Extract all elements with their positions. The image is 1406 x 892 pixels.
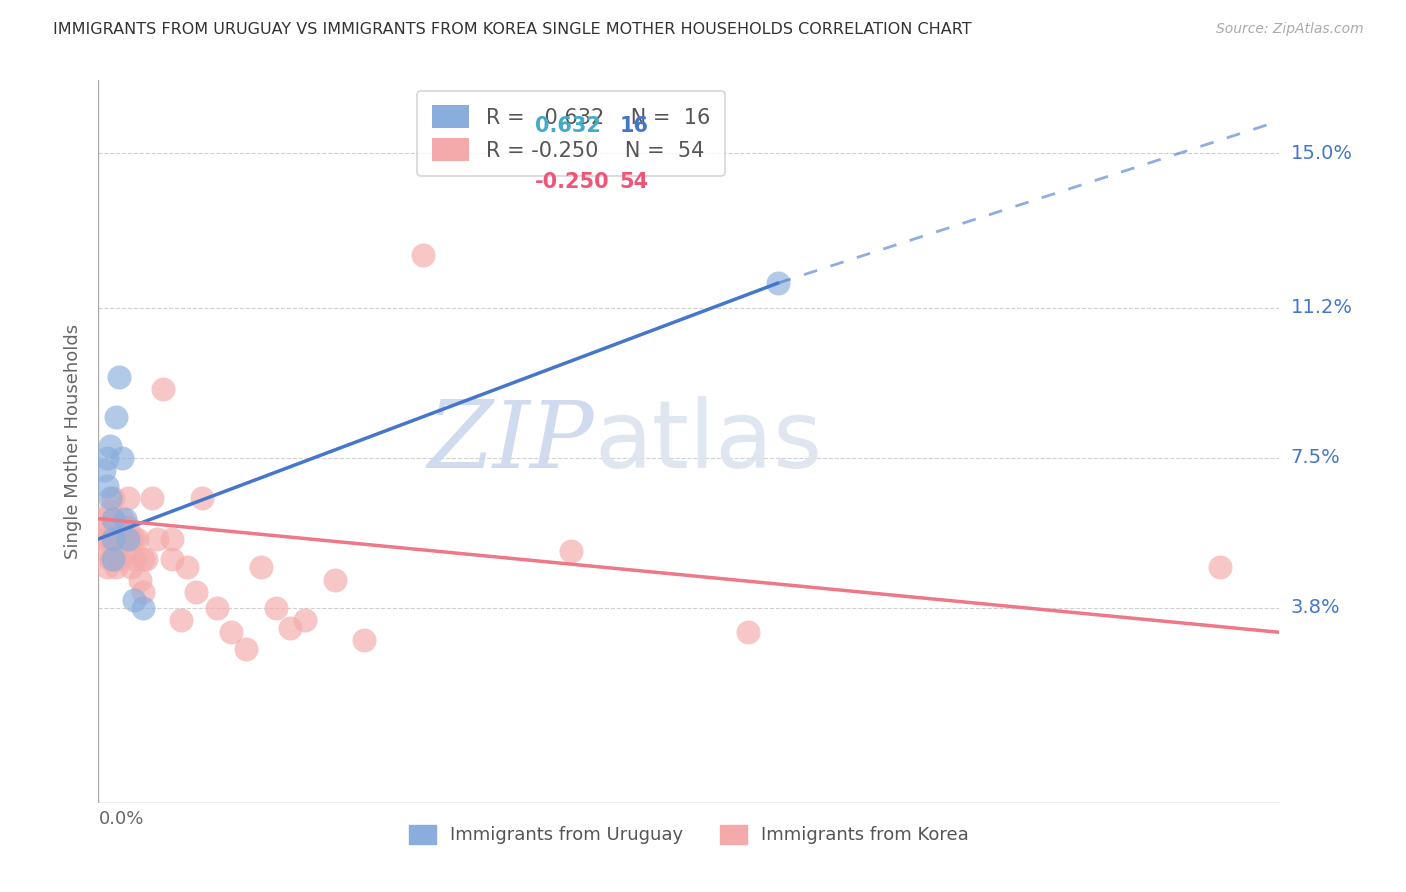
Point — [162, 532, 183, 546]
Point — [323, 573, 346, 587]
Point — [108, 552, 131, 566]
Point — [412, 248, 434, 262]
Point — [128, 573, 150, 587]
Point — [353, 633, 375, 648]
Point — [103, 552, 125, 566]
Text: 11.2%: 11.2% — [1291, 298, 1353, 317]
Text: IMMIGRANTS FROM URUGUAY VS IMMIGRANTS FROM KOREA SINGLE MOTHER HOUSEHOLDS CORREL: IMMIGRANTS FROM URUGUAY VS IMMIGRANTS FR… — [53, 22, 972, 37]
Point — [96, 520, 118, 534]
Point — [120, 560, 142, 574]
Point — [96, 450, 118, 465]
Point — [98, 491, 121, 506]
Text: 0.0%: 0.0% — [98, 810, 143, 828]
Point — [105, 544, 128, 558]
Point — [96, 560, 118, 574]
Point — [114, 520, 136, 534]
Point — [221, 625, 243, 640]
Point — [108, 369, 131, 384]
Point — [184, 584, 207, 599]
Y-axis label: Single Mother Households: Single Mother Households — [63, 324, 82, 559]
Point — [132, 552, 155, 566]
Point — [152, 382, 174, 396]
Point — [111, 450, 134, 465]
Point — [108, 532, 131, 546]
Legend: Immigrants from Uruguay, Immigrants from Korea: Immigrants from Uruguay, Immigrants from… — [402, 818, 976, 852]
Point — [114, 544, 136, 558]
Point — [264, 601, 287, 615]
Point — [280, 621, 302, 635]
Point — [117, 491, 139, 506]
Point — [205, 601, 228, 615]
Text: 16: 16 — [620, 116, 648, 136]
Point — [103, 511, 125, 525]
Point — [103, 491, 125, 506]
Text: 7.5%: 7.5% — [1291, 449, 1340, 467]
Point — [766, 277, 789, 291]
Point — [146, 532, 169, 546]
Point — [93, 463, 115, 477]
Point — [103, 532, 125, 546]
Point — [122, 532, 145, 546]
Point — [737, 625, 759, 640]
Text: 0.632: 0.632 — [536, 116, 600, 136]
Point — [250, 560, 273, 574]
Point — [114, 511, 136, 525]
Point — [111, 532, 134, 546]
Point — [141, 491, 163, 506]
Point — [105, 520, 128, 534]
Text: 15.0%: 15.0% — [1291, 144, 1353, 163]
Point — [132, 584, 155, 599]
Point — [162, 552, 183, 566]
Point — [103, 532, 125, 546]
Point — [176, 560, 198, 574]
Point — [235, 641, 257, 656]
Point — [103, 552, 125, 566]
Point — [191, 491, 214, 506]
Point — [122, 552, 145, 566]
Point — [105, 560, 128, 574]
Point — [103, 511, 125, 525]
Point — [105, 410, 128, 425]
Point — [111, 511, 134, 525]
Text: Source: ZipAtlas.com: Source: ZipAtlas.com — [1216, 22, 1364, 37]
Point — [135, 552, 157, 566]
Point — [122, 592, 145, 607]
Point — [125, 532, 148, 546]
Point — [96, 479, 118, 493]
Point — [560, 544, 582, 558]
Point — [294, 613, 316, 627]
Point — [98, 552, 121, 566]
Point — [1209, 560, 1232, 574]
Point — [96, 544, 118, 558]
Text: -0.250: -0.250 — [536, 172, 610, 193]
Point — [132, 601, 155, 615]
Point — [170, 613, 193, 627]
Text: ZIP: ZIP — [427, 397, 595, 486]
Point — [93, 532, 115, 546]
Point — [120, 532, 142, 546]
Point — [98, 503, 121, 517]
Point — [98, 532, 121, 546]
Point — [117, 520, 139, 534]
Text: 3.8%: 3.8% — [1291, 599, 1340, 617]
Text: 54: 54 — [620, 172, 648, 193]
Text: atlas: atlas — [595, 395, 823, 488]
Point — [117, 532, 139, 546]
Point — [93, 511, 115, 525]
Point — [98, 439, 121, 453]
